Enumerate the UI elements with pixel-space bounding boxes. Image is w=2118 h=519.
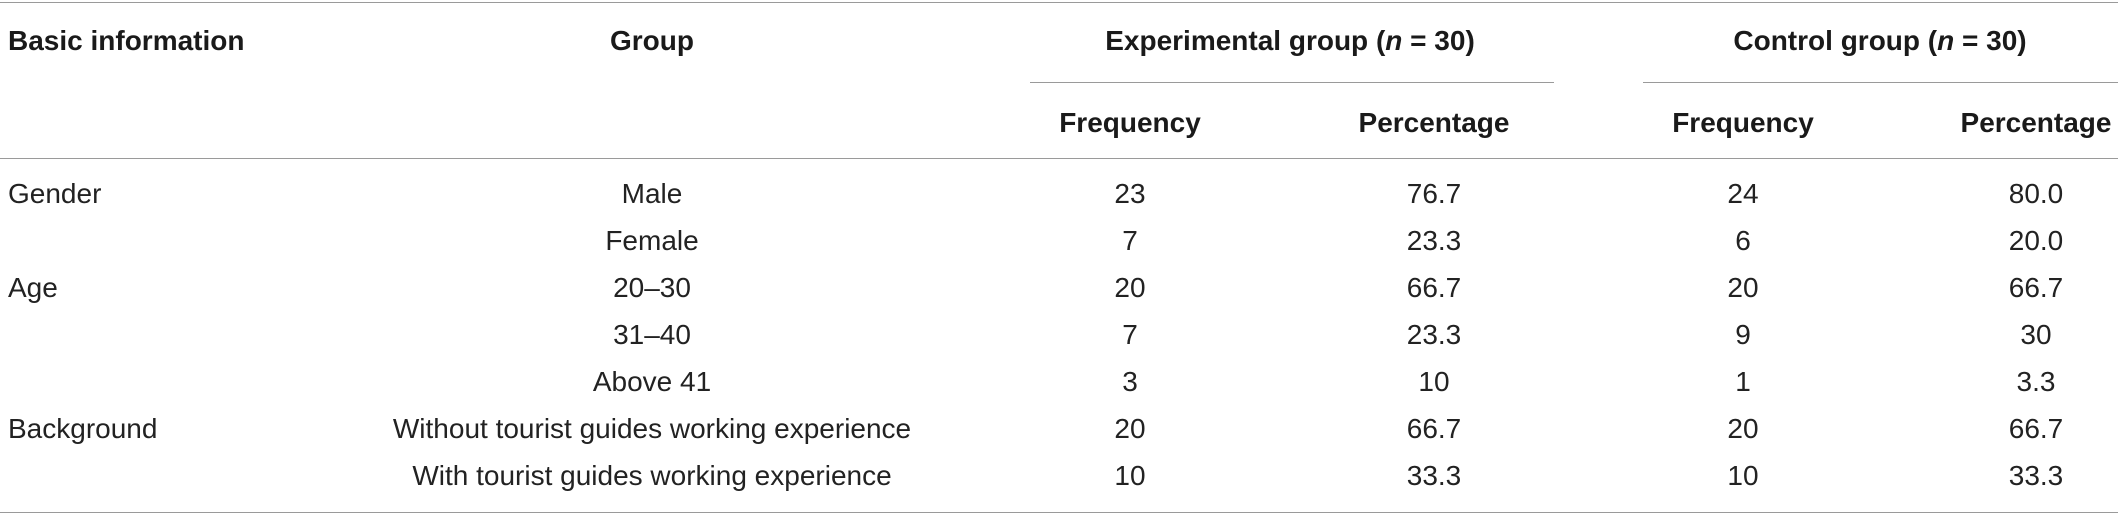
experimental-group-span-rule [1030, 82, 1554, 83]
row-ctl-percentage: 30 [2020, 319, 2052, 350]
header-bottom-rule [0, 158, 2118, 159]
header-experimental-group: Experimental group (n = 30) [1105, 24, 1475, 58]
row-exp-percentage: 23.3 [1406, 225, 1462, 256]
row-ctl-percentage: 66.7 [2008, 413, 2064, 444]
header-exp-frequency: Frequency [1059, 107, 1201, 138]
header-group: Group [610, 25, 694, 56]
row-group: Without tourist guides working experienc… [392, 413, 912, 444]
row-ctl-percentage: 3.3 [2016, 366, 2056, 397]
row-exp-frequency: 10 [1114, 460, 1146, 491]
row-group: 20–30 [613, 272, 691, 303]
header-experimental-suffix: = 30) [1402, 25, 1475, 56]
row-group: Above 41 [592, 366, 712, 397]
header-ctl-percentage: Percentage [1960, 107, 2112, 138]
row-ctl-frequency: 9 [1735, 319, 1751, 350]
table-top-rule [0, 2, 2118, 3]
row-exp-percentage: 66.7 [1406, 413, 1462, 444]
row-exp-percentage: 23.3 [1406, 319, 1462, 350]
row-category: Age [8, 272, 58, 303]
row-exp-percentage: 33.3 [1406, 460, 1462, 491]
row-ctl-percentage: 33.3 [2008, 460, 2064, 491]
header-exp-percentage: Percentage [1358, 107, 1510, 138]
row-ctl-frequency: 1 [1735, 366, 1751, 397]
row-exp-frequency: 7 [1122, 319, 1138, 350]
header-experimental-prefix: Experimental group ( [1105, 25, 1386, 56]
control-group-span-rule [1643, 82, 2118, 83]
row-exp-frequency: 23 [1114, 178, 1146, 209]
header-control-prefix: Control group ( [1733, 25, 1938, 56]
row-exp-frequency: 20 [1114, 272, 1146, 303]
row-category: Background [8, 413, 158, 444]
row-exp-percentage: 66.7 [1406, 272, 1462, 303]
row-group: Male [621, 178, 683, 209]
row-ctl-percentage: 80.0 [2008, 178, 2064, 209]
row-exp-frequency: 3 [1122, 366, 1138, 397]
row-exp-percentage: 76.7 [1406, 178, 1462, 209]
header-control-group: Control group (n = 30) [1733, 24, 2026, 58]
row-ctl-percentage: 66.7 [2008, 272, 2064, 303]
header-control-suffix: = 30) [1954, 25, 2027, 56]
row-category: Gender [8, 178, 102, 209]
header-control-n: n [1937, 25, 1955, 56]
row-exp-frequency: 7 [1122, 225, 1138, 256]
header-basic-information: Basic information [8, 25, 245, 56]
row-group: 31–40 [613, 319, 691, 350]
header-experimental-n: n [1385, 25, 1403, 56]
row-group: Female [605, 225, 699, 256]
table-bottom-rule [0, 512, 2118, 513]
row-group: With tourist guides working experience [412, 460, 892, 491]
row-ctl-frequency: 6 [1735, 225, 1751, 256]
row-ctl-frequency: 20 [1727, 272, 1759, 303]
row-ctl-percentage: 20.0 [2008, 225, 2064, 256]
row-exp-frequency: 20 [1114, 413, 1146, 444]
row-exp-percentage: 10 [1418, 366, 1450, 397]
row-ctl-frequency: 20 [1727, 413, 1759, 444]
header-ctl-frequency: Frequency [1672, 107, 1814, 138]
row-ctl-frequency: 24 [1727, 178, 1759, 209]
row-ctl-frequency: 10 [1727, 460, 1759, 491]
